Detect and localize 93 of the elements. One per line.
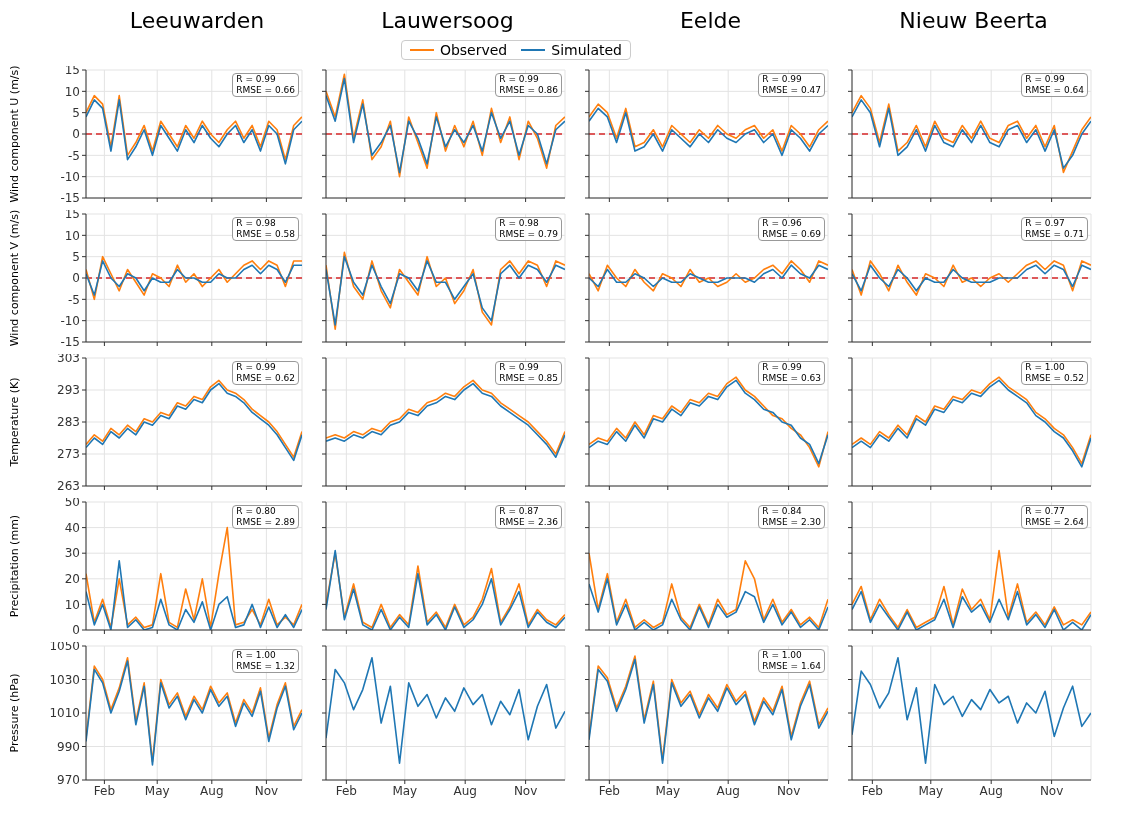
annotation: R = 0.99: [236, 74, 277, 85]
annotation: RMSE = 0.71: [1025, 229, 1084, 240]
annotation: R = 0.99: [236, 362, 277, 373]
annotation: R = 0.99: [762, 74, 803, 85]
y-tick-label: 1010: [49, 706, 80, 721]
chart-title: Nieuw Beerta: [898, 8, 1049, 35]
annotation: R = 0.77: [1025, 506, 1066, 517]
y-tick-label: 293: [57, 383, 80, 398]
chart-title: Lauwersoog: [380, 8, 515, 35]
x-tick-label: Nov: [1039, 783, 1064, 798]
annotation: R = 0.99: [762, 362, 803, 373]
y-tick-label: 10: [64, 228, 80, 243]
y-tick-label: 283: [57, 415, 80, 430]
annotation: RMSE = 0.86: [499, 85, 558, 96]
annotation: RMSE = 0.64: [1025, 85, 1084, 96]
y-tick-label: -5: [68, 148, 80, 163]
annotation: R = 0.98: [499, 218, 540, 229]
x-tick-label: Feb: [93, 783, 116, 798]
y-tick-label: 5: [72, 249, 80, 264]
y-tick-label: 1030: [49, 672, 80, 687]
annotation: R = 0.80: [236, 506, 277, 517]
x-tick-label: Nov: [776, 783, 801, 798]
legend-label: Simulated: [551, 42, 622, 58]
annotation: R = 1.00: [236, 650, 277, 661]
annotation: RMSE = 2.89: [236, 517, 295, 528]
y-tick-label: 970: [57, 773, 80, 788]
legend-label: Observed: [439, 42, 508, 58]
annotation: RMSE = 0.62: [236, 373, 295, 384]
y-tick-label: 990: [57, 739, 80, 754]
annotation: RMSE = 1.64: [762, 661, 821, 672]
y-axis-title: Temperature (K): [8, 377, 21, 467]
y-tick-label: 263: [57, 479, 80, 494]
x-tick-label: Aug: [716, 783, 740, 798]
y-tick-label: -15: [60, 191, 80, 206]
y-tick-label: 15: [64, 207, 80, 222]
annotation: R = 0.99: [1025, 74, 1066, 85]
annotation: RMSE = 0.58: [236, 229, 295, 240]
annotation: R = 0.98: [236, 218, 277, 229]
annotation: R = 0.97: [1025, 218, 1066, 229]
x-tick-label: Aug: [453, 783, 477, 798]
annotation: RMSE = 0.69: [762, 229, 821, 240]
y-tick-label: 0: [72, 623, 80, 638]
x-tick-label: Feb: [335, 783, 357, 798]
y-tick-label: 303: [57, 351, 80, 366]
x-tick-label: May: [392, 783, 418, 798]
annotation: RMSE = 2.64: [1025, 517, 1084, 528]
y-tick-label: 10: [64, 84, 80, 99]
annotation: R = 1.00: [1025, 362, 1066, 373]
y-tick-label: -5: [68, 292, 80, 307]
annotation: RMSE = 0.63: [762, 373, 821, 384]
y-tick-label: 10: [64, 597, 80, 612]
annotation: R = 0.87: [499, 506, 540, 517]
y-tick-label: 273: [57, 447, 80, 462]
x-tick-label: May: [655, 783, 681, 798]
annotation: RMSE = 0.85: [499, 373, 558, 384]
x-tick-label: Feb: [861, 783, 883, 798]
annotation: R = 0.84: [762, 506, 803, 517]
annotation: RMSE = 2.36: [499, 517, 558, 528]
annotation: RMSE = 0.52: [1025, 373, 1084, 384]
y-tick-label: 40: [64, 520, 80, 535]
x-tick-label: Feb: [598, 783, 620, 798]
y-tick-label: -10: [60, 169, 80, 184]
y-tick-label: 0: [72, 271, 80, 286]
y-tick-label: 0: [72, 127, 80, 142]
y-tick-label: 15: [64, 63, 80, 78]
y-tick-label: 1050: [49, 639, 80, 654]
annotation: RMSE = 1.32: [236, 661, 295, 672]
annotation: RMSE = 0.79: [499, 229, 558, 240]
x-tick-label: Aug: [200, 783, 224, 798]
x-tick-label: May: [144, 783, 170, 798]
y-tick-label: 20: [64, 572, 80, 587]
annotation: R = 0.99: [499, 74, 540, 85]
y-tick-label: -10: [60, 313, 80, 328]
annotation: RMSE = 0.47: [762, 85, 821, 96]
annotation: RMSE = 2.30: [762, 517, 821, 528]
y-tick-label: -15: [60, 335, 80, 350]
x-tick-label: Nov: [513, 783, 538, 798]
y-axis-title: Precipitation (mm): [8, 514, 21, 618]
y-axis-title: Wind component V (m/s): [8, 209, 21, 347]
x-tick-label: Aug: [979, 783, 1003, 798]
annotation: R = 0.96: [762, 218, 803, 229]
x-tick-label: Nov: [254, 783, 279, 798]
x-tick-label: May: [918, 783, 944, 798]
annotation: RMSE = 0.66: [236, 85, 295, 96]
y-tick-label: 5: [72, 105, 80, 120]
y-tick-label: 50: [64, 495, 80, 510]
chart-title: Eelde: [678, 8, 743, 35]
y-axis-title: Pressure (hPa): [8, 673, 21, 753]
annotation: R = 1.00: [762, 650, 803, 661]
annotation: R = 0.99: [499, 362, 540, 373]
y-tick-label: 30: [64, 546, 80, 561]
chart-title: Leeuwarden: [128, 8, 266, 35]
y-axis-title: Wind component U (m/s): [8, 65, 21, 203]
